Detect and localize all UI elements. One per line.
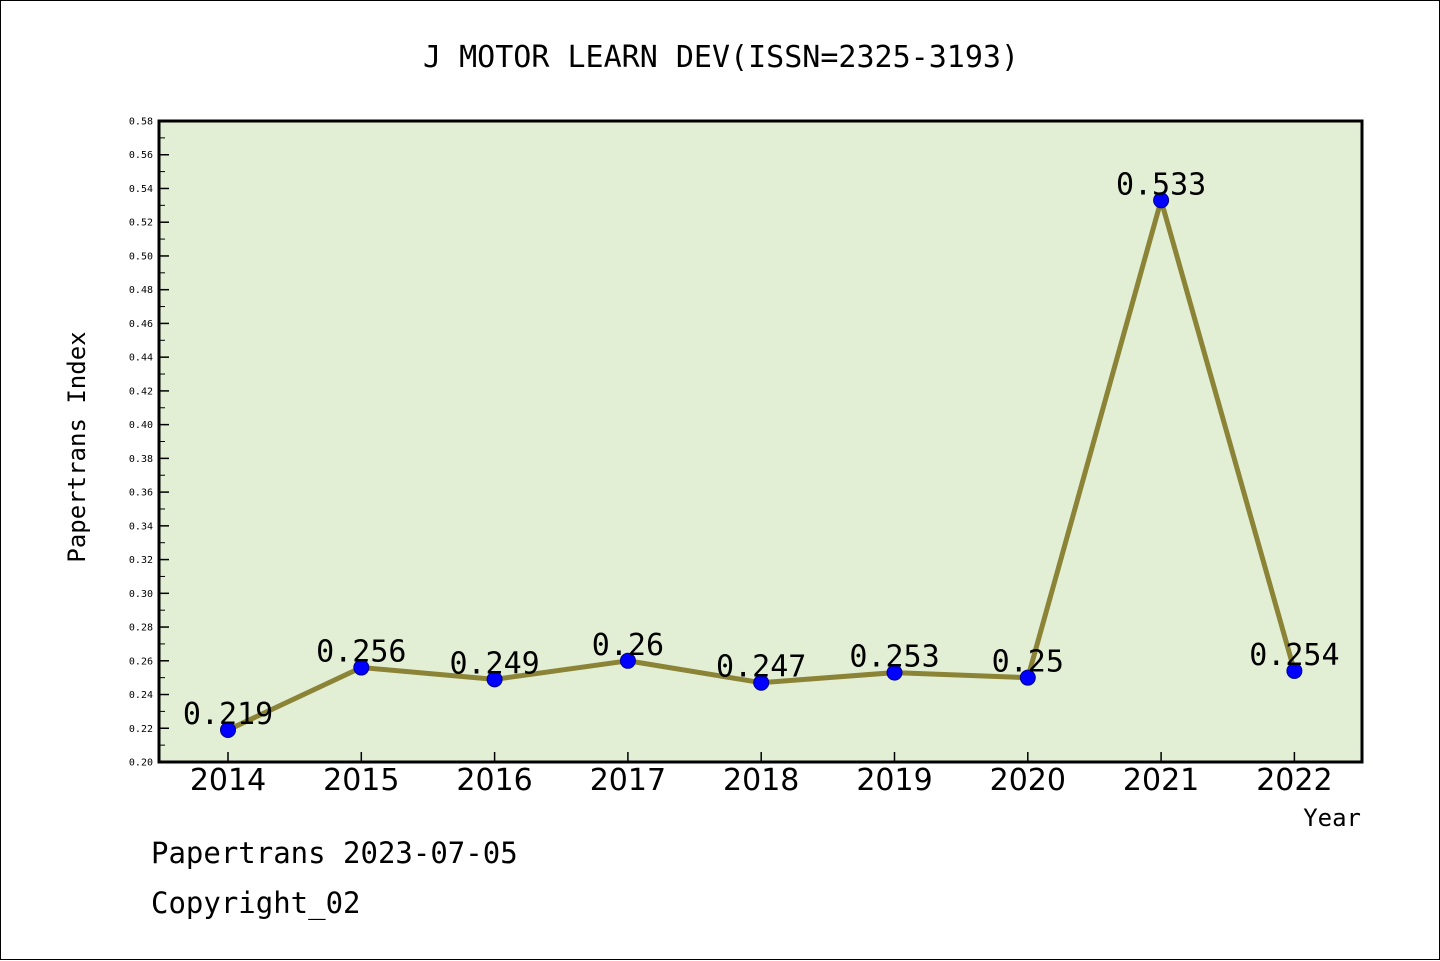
data-label: 0.249: [449, 646, 539, 681]
x-tick-label: 2016: [456, 763, 532, 798]
plot-area: [157, 119, 1364, 764]
footer-copyright: Copyright_02: [151, 886, 361, 920]
data-point: [1286, 662, 1303, 679]
y-axis-label: Papertrans Index: [63, 331, 91, 562]
data-point: [1153, 192, 1170, 209]
y-tick-label: 0.32: [129, 555, 153, 566]
y-tick-label: 0.24: [129, 690, 153, 701]
x-tick-label: 2017: [590, 763, 666, 798]
x-tick-label: 2022: [1256, 763, 1332, 798]
chart-title: J MOTOR LEARN DEV(ISSN=2325-3193): [423, 40, 1019, 75]
data-point: [619, 652, 636, 669]
y-tick-label: 0.34: [129, 521, 153, 532]
footer-date: Papertrans 2023-07-05: [151, 836, 518, 870]
x-tick-label: 2021: [1123, 763, 1199, 798]
data-point: [353, 659, 370, 676]
data-point: [886, 664, 903, 681]
y-tick-label: 0.48: [129, 285, 153, 296]
y-tick-label: 0.36: [129, 488, 153, 499]
y-tick-label: 0.56: [129, 150, 153, 161]
y-tick-label: 0.46: [129, 319, 153, 330]
data-label: 0.26: [592, 628, 664, 663]
data-point: [220, 721, 236, 738]
data-label: 0.253: [849, 640, 939, 675]
data-label: 0.256: [316, 635, 406, 670]
y-tick-label: 0.54: [129, 184, 153, 195]
y-axis: 0.20 0.22 0.24 0.26 0.28 0.30 0.32 0.34 0.36 0.38…: [129, 117, 169, 769]
data-point: [1019, 669, 1036, 686]
y-tick-label: 0.22: [129, 724, 153, 735]
x-tick-label: 2018: [723, 763, 799, 798]
y-tick-label: 0.30: [129, 589, 153, 600]
data-label: 0.247: [716, 650, 806, 685]
data-label: 0.219: [183, 697, 273, 732]
x-axis-label: Year: [1303, 804, 1361, 832]
x-axis: 2014 2015 2016 2017 2018 2019 2020 2021 2022: [190, 752, 1333, 798]
y-tick-label: 0.26: [129, 656, 153, 667]
x-tick-label: 2014: [190, 763, 266, 798]
data-point: [486, 671, 503, 688]
y-tick-label: 0.38: [129, 454, 153, 465]
y-tick-label: 0.44: [129, 353, 153, 364]
x-tick-label: 2019: [856, 763, 932, 798]
data-point: [753, 674, 770, 691]
y-tick-label: 0.40: [129, 420, 153, 431]
series-layer: 0.219 0.256 0.249 0.26 0.247 0.253 0.25 0.533 0.…: [183, 167, 1340, 738]
y-tick-label: 0.58: [129, 117, 153, 128]
y-tick-label: 0.52: [129, 218, 153, 229]
y-tick-label: 0.42: [129, 386, 153, 397]
data-label: 0.533: [1116, 167, 1206, 202]
data-label: 0.25: [992, 645, 1064, 680]
data-label: 0.254: [1249, 638, 1339, 673]
y-tick-label: 0.20: [129, 758, 153, 769]
x-tick-label: 2020: [990, 763, 1066, 798]
y-tick-label: 0.50: [129, 251, 153, 262]
x-tick-label: 2015: [323, 763, 399, 798]
y-tick-label: 0.28: [129, 623, 153, 634]
